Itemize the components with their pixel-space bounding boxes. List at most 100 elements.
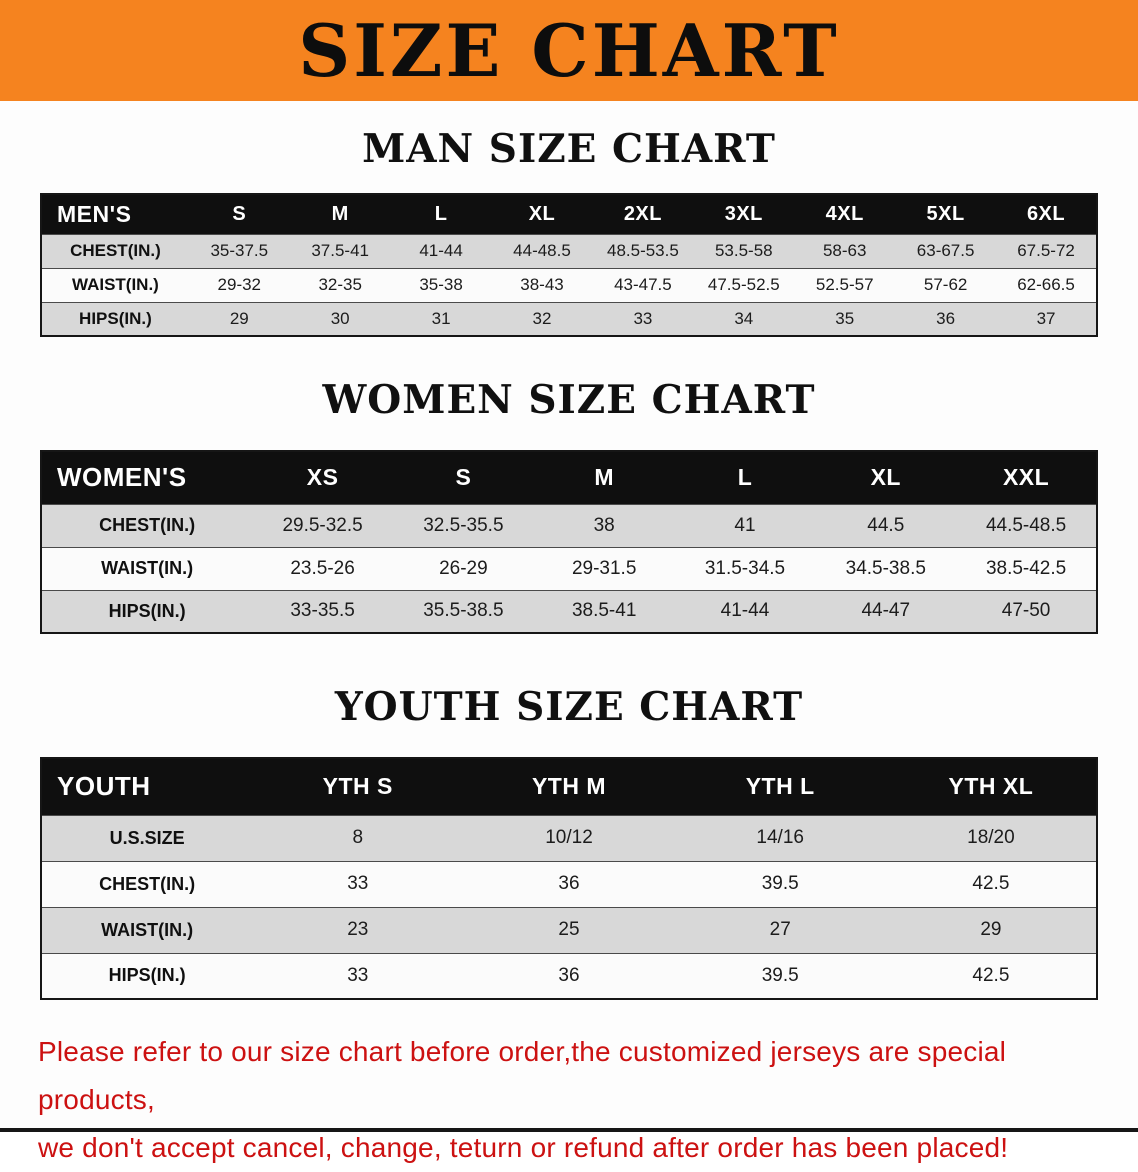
size-value-cell: 52.5-57 [794, 267, 896, 302]
measurement-label-cell: HIPS(IN.) [41, 952, 253, 999]
size-value-cell: 35-38 [390, 267, 492, 302]
size-value-cell: 32.5-35.5 [392, 503, 534, 547]
size-column-header: L [390, 194, 492, 234]
size-value-cell: 62-66.5 [996, 267, 1097, 302]
size-value-cell: 29.5-32.5 [252, 503, 393, 547]
size-column-header: YTH L [674, 758, 886, 815]
disclaimer-line-2: we don't accept cancel, change, teturn o… [38, 1132, 1009, 1164]
size-value-cell: 44-47 [815, 589, 957, 633]
youth-size-chart-heading: YOUTH SIZE CHART [334, 684, 804, 730]
size-value-cell: 35-37.5 [188, 233, 290, 268]
size-value-cell: 32 [491, 301, 593, 336]
table-header-row: YOUTH YTH S YTH M YTH L YTH XL [41, 758, 1097, 815]
table-header-row: MEN'S S M L XL 2XL 3XL 4XL 5XL 6XL [41, 194, 1097, 234]
size-value-cell: 44.5 [815, 503, 957, 547]
table-row: WAIST(IN.) 29-32 32-35 35-38 38-43 43-47.5 47.… [41, 267, 1097, 302]
size-value-cell: 25 [463, 906, 675, 953]
size-value-cell: 37.5-41 [289, 233, 391, 268]
table-title-cell: YOUTH [41, 758, 253, 815]
size-value-cell: 48.5-53.5 [592, 233, 694, 268]
size-value-cell: 63-67.5 [895, 233, 997, 268]
size-value-cell: 23.5-26 [252, 546, 393, 590]
table-row: HIPS(IN.) 29 30 31 32 33 34 35 36 37 [41, 301, 1097, 336]
women-size-chart-table: WOMEN'S XS S M L XL XXL CHEST(IN.) 29.5-32.5 32.5… [40, 450, 1098, 634]
size-value-cell: 36 [895, 301, 997, 336]
size-value-cell: 39.5 [674, 860, 886, 907]
size-value-cell: 44.5-48.5 [956, 503, 1097, 547]
measurement-label-cell: HIPS(IN.) [41, 301, 189, 336]
size-column-header: XL [491, 194, 593, 234]
size-value-cell: 35.5-38.5 [392, 589, 534, 633]
men-size-chart-table: MEN'S S M L XL 2XL 3XL 4XL 5XL 6XL CHEST(IN.) 35-37… [40, 193, 1098, 337]
size-value-cell: 14/16 [674, 814, 886, 861]
measurement-label-cell: WAIST(IN.) [41, 546, 253, 590]
measurement-label-cell: U.S.SIZE [41, 814, 253, 861]
size-column-header: S [188, 194, 290, 234]
table-header-row: WOMEN'S XS S M L XL XXL [41, 451, 1097, 504]
size-value-cell: 33 [592, 301, 694, 336]
size-value-cell: 29 [885, 906, 1097, 953]
size-value-cell: 23 [252, 906, 464, 953]
size-value-cell: 10/12 [463, 814, 675, 861]
women-size-chart-heading: WOMEN SIZE CHART [322, 377, 816, 423]
size-column-header: XS [252, 451, 393, 504]
size-value-cell: 32-35 [289, 267, 391, 302]
table-row: CHEST(IN.) 35-37.5 37.5-41 41-44 44-48.5 48.5… [41, 233, 1097, 268]
table-row: WAIST(IN.) 23 25 27 29 [41, 906, 1097, 953]
measurement-label-cell: HIPS(IN.) [41, 589, 253, 633]
size-value-cell: 30 [289, 301, 391, 336]
size-value-cell: 42.5 [885, 860, 1097, 907]
size-value-cell: 47-50 [956, 589, 1097, 633]
size-value-cell: 67.5-72 [996, 233, 1097, 268]
size-column-header: 6XL [996, 194, 1097, 234]
size-column-header: 3XL [693, 194, 795, 234]
size-value-cell: 43-47.5 [592, 267, 694, 302]
size-column-header: 4XL [794, 194, 896, 234]
size-value-cell: 33-35.5 [252, 589, 393, 633]
size-column-header: XXL [956, 451, 1097, 504]
table-row: WAIST(IN.) 23.5-26 26-29 29-31.5 31.5-34.5 34… [41, 546, 1097, 590]
size-value-cell: 8 [252, 814, 464, 861]
table-title-cell: WOMEN'S [41, 451, 253, 504]
disclaimer: Please refer to our size chart before or… [38, 1028, 1100, 1172]
size-column-header: YTH S [252, 758, 464, 815]
size-value-cell: 29 [188, 301, 290, 336]
size-value-cell: 47.5-52.5 [693, 267, 795, 302]
size-value-cell: 26-29 [392, 546, 534, 590]
size-value-cell: 42.5 [885, 952, 1097, 999]
size-value-cell: 41-44 [390, 233, 492, 268]
size-column-header: YTH XL [885, 758, 1097, 815]
size-value-cell: 57-62 [895, 267, 997, 302]
size-value-cell: 27 [674, 906, 886, 953]
size-value-cell: 34 [693, 301, 795, 336]
size-column-header: 2XL [592, 194, 694, 234]
size-chart-banner: SIZE CHART [0, 0, 1138, 101]
youth-size-chart-table: YOUTH YTH S YTH M YTH L YTH XL U.S.SIZE 8 10/12… [40, 757, 1098, 1000]
measurement-label-cell: CHEST(IN.) [41, 233, 189, 268]
men-size-chart-heading: MAN SIZE CHART [362, 126, 776, 172]
table-title-cell: MEN'S [41, 194, 189, 234]
measurement-label-cell: WAIST(IN.) [41, 906, 253, 953]
measurement-label-cell: CHEST(IN.) [41, 503, 253, 547]
size-value-cell: 37 [996, 301, 1097, 336]
table-row: HIPS(IN.) 33 36 39.5 42.5 [41, 952, 1097, 999]
table-row: CHEST(IN.) 33 36 39.5 42.5 [41, 860, 1097, 907]
size-value-cell: 33 [252, 860, 464, 907]
size-value-cell: 38.5-42.5 [956, 546, 1097, 590]
measurement-label-cell: WAIST(IN.) [41, 267, 189, 302]
size-value-cell: 41 [674, 503, 816, 547]
size-value-cell: 39.5 [674, 952, 886, 999]
size-value-cell: 38.5-41 [533, 589, 675, 633]
sections-container: MAN SIZE CHART MEN'S S M L XL 2XL 3XL 4XL 5XL 6XL C… [0, 126, 1138, 1000]
size-value-cell: 36 [463, 860, 675, 907]
disclaimer-line-1: Please refer to our size chart before or… [38, 1036, 1007, 1116]
size-value-cell: 31 [390, 301, 492, 336]
size-value-cell: 38 [533, 503, 675, 547]
size-value-cell: 53.5-58 [693, 233, 795, 268]
size-column-header: S [392, 451, 534, 504]
size-value-cell: 36 [463, 952, 675, 999]
size-value-cell: 18/20 [885, 814, 1097, 861]
size-value-cell: 33 [252, 952, 464, 999]
size-value-cell: 34.5-38.5 [815, 546, 957, 590]
